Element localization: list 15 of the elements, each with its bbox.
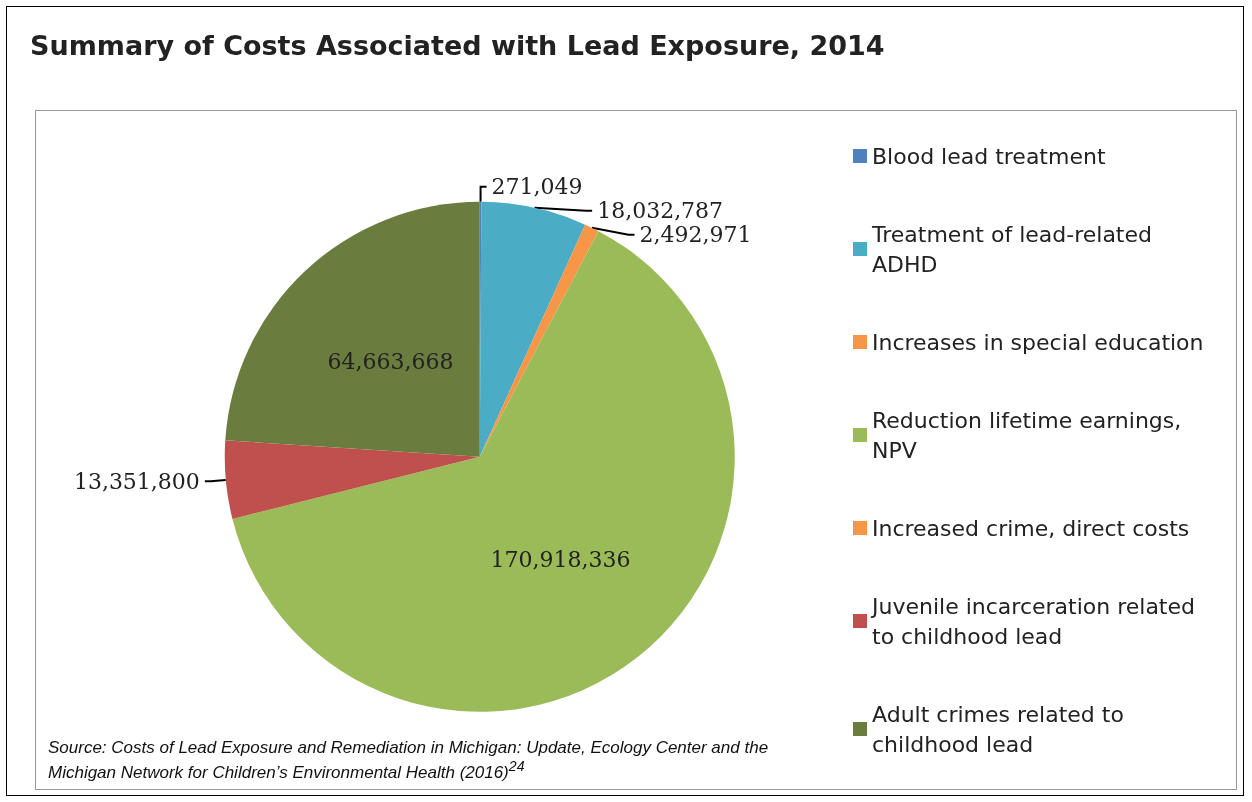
- data-label: 2,492,971: [639, 222, 752, 248]
- legend-label: Treatment of lead-related ADHD: [871, 221, 1159, 277]
- source-note: Source: Costs of Lead Exposure and Remediation in Michigan: Update, Ecology Center and the Michigan Network for Children’s Environmental Health (2016)$^{24}$: [48, 738, 770, 782]
- legend-label: Blood lead treatment: [872, 143, 1106, 169]
- data-label: 18,032,787: [597, 198, 724, 224]
- legend-label: Reduction lifetime earnings, NPV: [872, 407, 1189, 463]
- data-label: 64,663,668: [327, 349, 454, 375]
- legend-label: Increased crime, direct costs: [872, 515, 1190, 541]
- data-label: 170,918,336: [490, 546, 631, 572]
- legend-label: Adult crimes related to childhood lead: [872, 701, 1131, 757]
- legend-label: Increases in special education: [872, 329, 1204, 355]
- chart-title: Summary of Costs Associated with Lead Exposure, 2014: [30, 30, 885, 61]
- data-label: 271,049: [491, 174, 583, 200]
- legend-label: Juvenile incarceration related to childhood lead: [870, 593, 1202, 649]
- data-label: 13,351,800: [73, 468, 200, 494]
